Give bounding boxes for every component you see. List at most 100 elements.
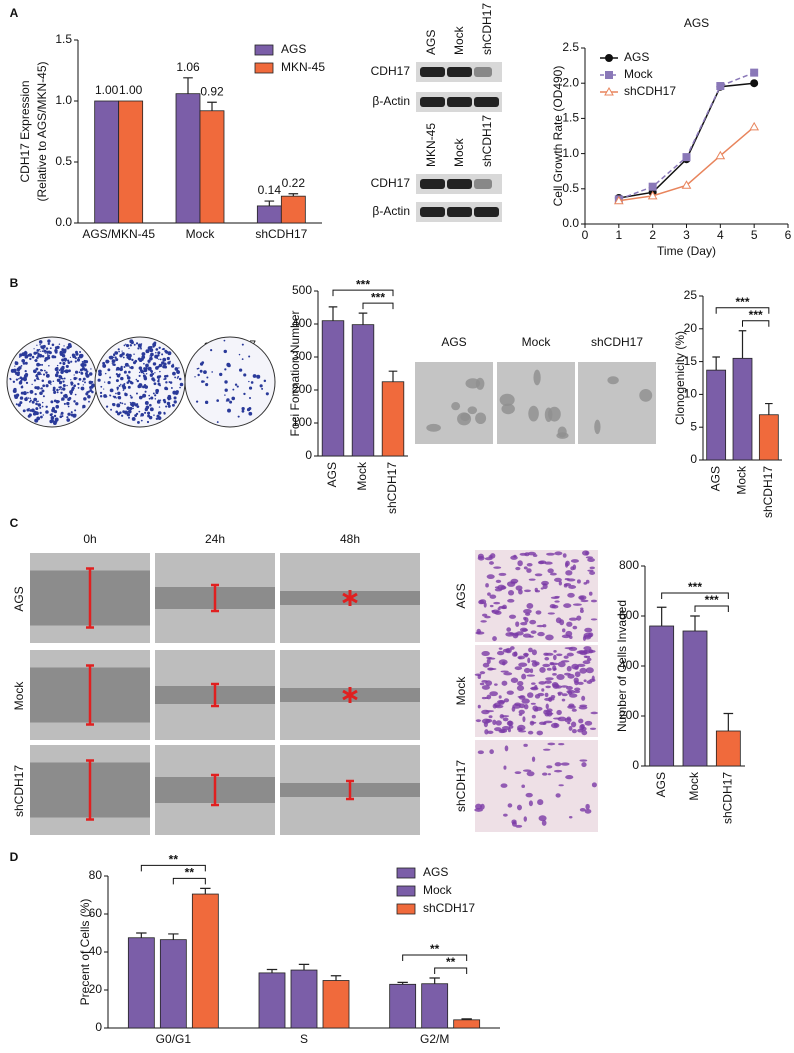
cell — [567, 722, 571, 725]
colony — [216, 421, 219, 424]
cell — [565, 774, 574, 780]
cell — [481, 685, 490, 690]
cell — [556, 653, 563, 657]
cell — [579, 596, 585, 600]
cell — [517, 655, 526, 660]
x-axis-label: Time (Day) — [657, 244, 716, 258]
cell — [521, 698, 530, 704]
cell — [571, 663, 580, 670]
x-tick-label: shCDH17 — [385, 462, 399, 514]
cell — [541, 820, 547, 826]
colony — [18, 377, 20, 380]
colony — [231, 396, 236, 401]
cell — [542, 663, 551, 668]
y-axis-label: Clonogenicity (%) — [673, 331, 687, 425]
colony — [122, 389, 125, 391]
colony — [40, 415, 43, 419]
cell — [484, 615, 491, 619]
colony — [144, 390, 147, 393]
cell — [513, 651, 518, 657]
cell — [505, 632, 515, 637]
colony — [104, 381, 106, 383]
colony — [54, 373, 59, 378]
cell — [521, 784, 526, 789]
cell — [529, 668, 534, 674]
cell — [568, 617, 578, 621]
cell — [567, 690, 573, 696]
cell — [487, 730, 494, 735]
colony — [130, 381, 134, 385]
wound-marker — [86, 664, 94, 726]
colony — [155, 352, 157, 354]
colony — [61, 415, 64, 418]
colony — [143, 383, 147, 387]
colony — [58, 369, 61, 372]
significance-bracket — [694, 605, 729, 612]
colony — [31, 355, 35, 359]
colony — [112, 403, 116, 407]
colony — [136, 405, 140, 408]
cell — [555, 793, 561, 798]
colony — [152, 362, 157, 366]
time-label: 0h — [83, 532, 96, 546]
colony — [138, 366, 143, 370]
cell — [583, 646, 592, 651]
colony — [42, 395, 45, 398]
cell — [507, 803, 513, 808]
significance-label: *** — [735, 295, 749, 309]
colony — [45, 347, 49, 350]
cell — [526, 603, 534, 609]
colony — [88, 380, 93, 385]
significance-bracket — [715, 307, 770, 314]
sphere — [557, 426, 567, 438]
colony — [126, 344, 130, 348]
colony — [123, 366, 126, 368]
colony — [133, 343, 136, 346]
cell — [521, 673, 527, 680]
cell — [511, 706, 516, 712]
colony — [114, 351, 119, 355]
colony — [116, 403, 121, 408]
y-axis-label: Cell Growth Rate (OD490) — [551, 66, 565, 207]
colony — [73, 376, 77, 381]
cell — [560, 685, 569, 688]
colony — [54, 417, 59, 422]
colony — [202, 380, 205, 383]
cell — [523, 566, 528, 570]
colony — [146, 420, 150, 424]
cell — [531, 682, 536, 685]
cell — [544, 697, 553, 701]
cell — [571, 728, 577, 734]
bar — [381, 381, 405, 457]
colony — [26, 396, 28, 399]
colony — [172, 363, 174, 366]
x-tick-label: 5 — [751, 228, 758, 242]
colony — [113, 353, 116, 356]
bar — [453, 1019, 481, 1029]
colony — [137, 343, 142, 348]
cell — [555, 617, 562, 624]
colony — [241, 409, 245, 413]
cell — [523, 743, 528, 747]
colony — [51, 406, 55, 410]
colony — [22, 362, 26, 365]
x-tick-label: G2/M — [420, 1032, 449, 1046]
cell — [567, 705, 576, 709]
colony — [19, 401, 23, 405]
cell — [553, 654, 557, 661]
colony — [131, 417, 136, 421]
error-bar — [397, 981, 408, 985]
cell — [500, 670, 509, 673]
cell — [534, 573, 543, 577]
cell — [545, 634, 554, 641]
cell — [531, 714, 536, 719]
colony — [178, 377, 182, 381]
colony — [59, 386, 62, 389]
y-tick-label: 200 — [292, 382, 312, 396]
colony — [79, 351, 82, 353]
colony — [29, 397, 32, 400]
cell — [516, 685, 525, 692]
cell — [545, 685, 551, 689]
colony — [165, 381, 168, 384]
colony — [35, 374, 38, 378]
